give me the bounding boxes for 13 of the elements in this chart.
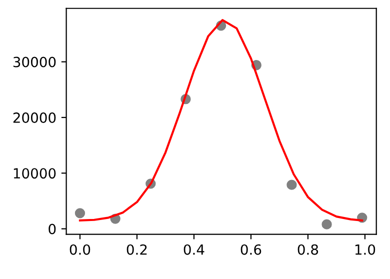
point [286, 180, 297, 190]
x-tick-label: 0.8 [298, 244, 318, 255]
y-tick-label: 30000 [13, 56, 56, 68]
x-tick-label: 0.6 [240, 244, 262, 255]
y-tick-label: 0 [48, 224, 56, 234]
y-tick-label: 20000 [13, 112, 56, 123]
x-tick-label: 1.0 [355, 244, 376, 255]
x-tick-label: 0.2 [126, 244, 147, 255]
x-tick-label: 0.0 [70, 244, 90, 255]
x-tick-label: 0.4 [184, 244, 204, 255]
y-tick-label: 10000 [14, 168, 56, 179]
point [322, 219, 332, 230]
point [74, 208, 86, 218]
